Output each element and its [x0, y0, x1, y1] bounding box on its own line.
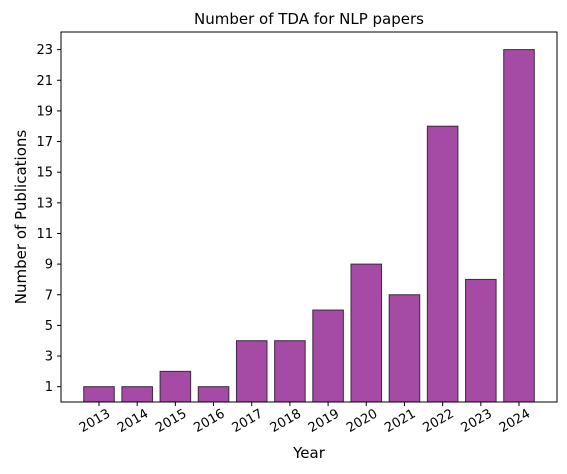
y-axis-label: Number of Publications	[12, 130, 30, 305]
bar-2017	[235, 340, 268, 403]
x-tick-label-2021: 2021	[382, 406, 418, 436]
x-tick-label-2024: 2024	[497, 406, 533, 436]
bar-2019	[312, 309, 344, 403]
bar-2015	[159, 370, 192, 403]
bar-2014	[121, 386, 153, 403]
x-tick-label-2013: 2013	[77, 406, 113, 436]
bar-2018	[274, 340, 306, 403]
bar-2024	[503, 49, 535, 403]
chart-title: Number of TDA for NLP papers	[194, 10, 424, 28]
x-axis-label: Year	[292, 444, 326, 462]
y-tick-label-7: 7	[45, 288, 53, 303]
y-tick-label-3: 3	[45, 350, 53, 365]
bar-2021	[388, 294, 421, 403]
x-tick-label-2016: 2016	[191, 406, 227, 436]
bar-2022	[426, 125, 459, 403]
y-tick-label-9: 9	[45, 258, 53, 273]
bar-2023	[465, 278, 497, 403]
y-tick-label-19: 19	[36, 104, 53, 119]
x-tick-label-2018: 2018	[268, 406, 304, 436]
y-tick-label-5: 5	[45, 319, 53, 334]
x-axis: 2013 2014 2015 2016 2017 2018 2019 2020 2021 2022…	[77, 402, 533, 436]
x-tick-label-2023: 2023	[459, 406, 495, 436]
y-tick-label-1: 1	[45, 380, 53, 395]
x-tick-label-2022: 2022	[420, 406, 456, 436]
y-tick-label-13: 13	[36, 196, 53, 211]
bar-2016	[197, 386, 230, 403]
y-tick-label-23: 23	[36, 43, 53, 58]
bars-group	[83, 49, 535, 403]
bar-2020	[350, 263, 383, 403]
x-tick-label-2019: 2019	[306, 406, 342, 436]
plot-frame	[60, 31, 558, 403]
y-tick-label-21: 21	[36, 74, 53, 89]
x-tick-label-2017: 2017	[230, 406, 266, 436]
y-tick-label-11: 11	[36, 227, 53, 242]
x-tick-label-2020: 2020	[344, 406, 380, 436]
x-tick-label-2014: 2014	[115, 406, 151, 436]
bar-2013	[83, 386, 115, 403]
y-tick-label-17: 17	[36, 135, 53, 150]
y-tick-label-15: 15	[36, 166, 53, 181]
x-tick-label-2015: 2015	[153, 406, 189, 436]
